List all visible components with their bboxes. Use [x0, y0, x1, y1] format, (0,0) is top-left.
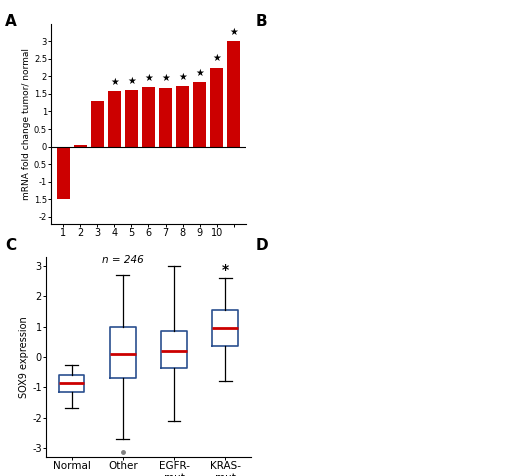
Text: A: A — [5, 14, 17, 30]
Bar — [159, 88, 172, 147]
Text: ★: ★ — [110, 77, 119, 87]
Text: ★: ★ — [229, 27, 238, 37]
Text: ★: ★ — [195, 68, 204, 78]
Bar — [176, 86, 189, 147]
Text: B: B — [256, 14, 268, 30]
Text: C: C — [5, 238, 16, 253]
Text: ★: ★ — [178, 72, 187, 82]
Text: ★: ★ — [161, 73, 170, 83]
Bar — [227, 41, 240, 147]
Text: ★: ★ — [144, 73, 153, 83]
Bar — [142, 87, 155, 147]
Bar — [108, 91, 121, 147]
Bar — [74, 145, 87, 147]
Bar — [125, 90, 138, 147]
Text: n = 246: n = 246 — [102, 255, 144, 265]
Text: *: * — [222, 263, 229, 277]
Text: D: D — [256, 238, 269, 253]
Text: ★: ★ — [212, 53, 221, 63]
Bar — [210, 68, 223, 147]
Bar — [194, 82, 206, 147]
Bar — [57, 147, 70, 199]
Y-axis label: SOX9 expression: SOX9 expression — [19, 316, 29, 398]
Y-axis label: mRNA fold change tumor/ normal: mRNA fold change tumor/ normal — [22, 48, 31, 200]
Text: ★: ★ — [127, 76, 136, 86]
Bar — [91, 101, 104, 147]
